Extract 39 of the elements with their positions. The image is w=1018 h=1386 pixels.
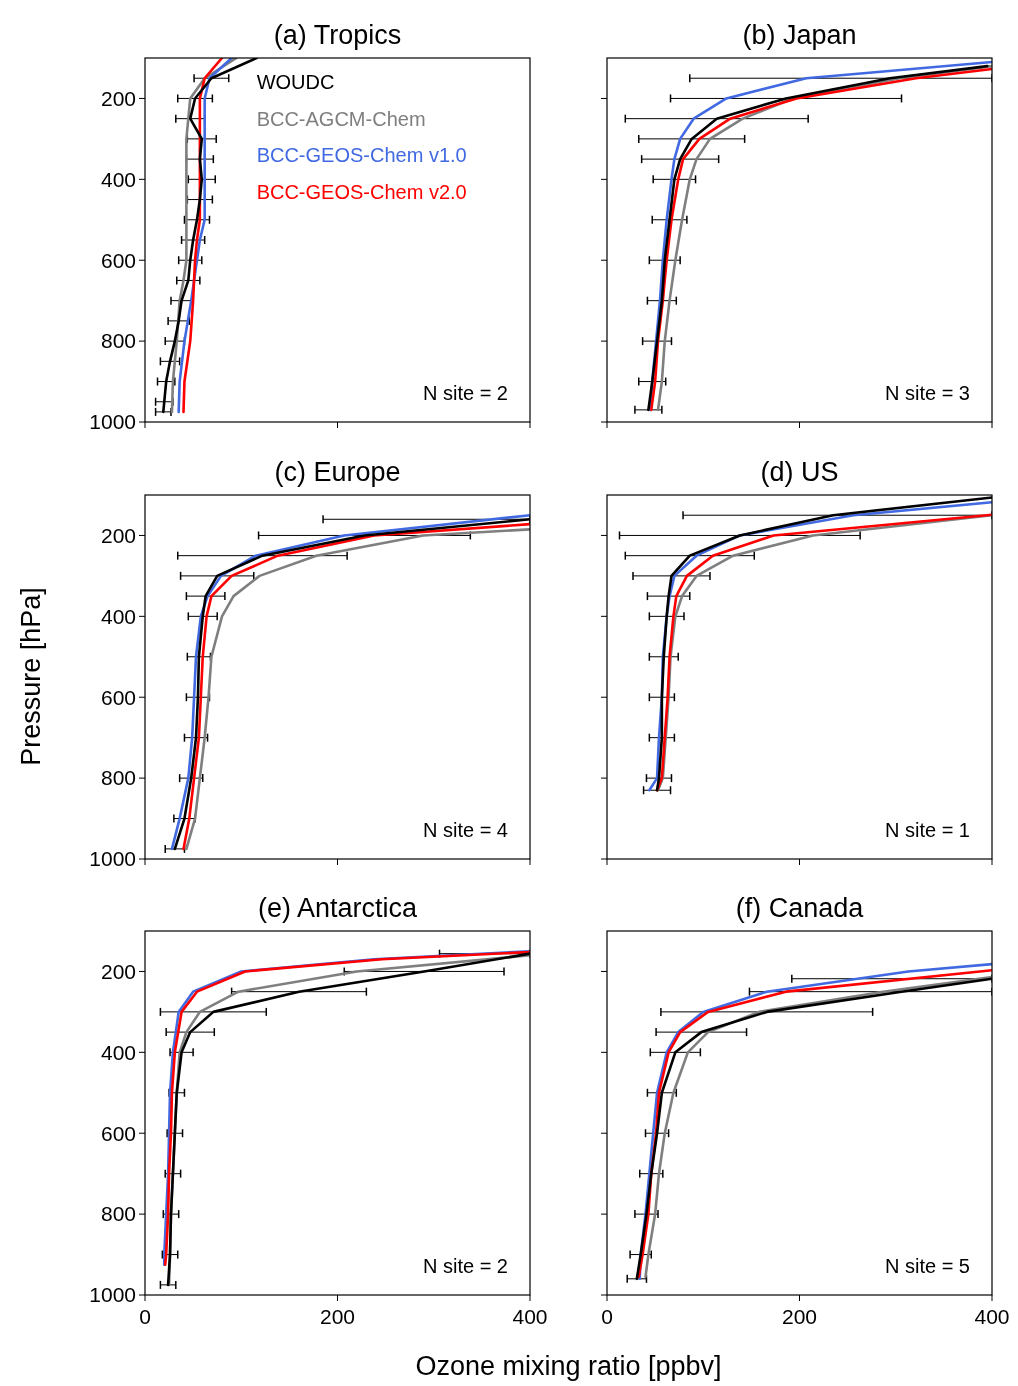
y-tick-label: 1000 bbox=[89, 410, 136, 434]
y-tick-label: 200 bbox=[100, 959, 136, 983]
x-tick-label: 0 bbox=[139, 1305, 151, 1328]
annotation: N site = 2 bbox=[422, 1255, 508, 1277]
text: BCC-GEOS-Chem v2.0 bbox=[256, 180, 467, 203]
chart-title: (b) Japan bbox=[742, 20, 857, 50]
x-tick-label: 400 bbox=[512, 1305, 548, 1328]
chart-title: (e) Antarctica bbox=[257, 893, 419, 923]
annotation: N site = 3 bbox=[884, 382, 970, 404]
y-tick-label: 800 bbox=[100, 329, 136, 353]
chart-title: (f) Canada bbox=[735, 893, 865, 923]
x-tick-label: 200 bbox=[319, 1305, 356, 1328]
y-tick-label: 400 bbox=[100, 167, 136, 191]
chart-title: (d) US bbox=[760, 457, 839, 487]
x-axis-title: Ozone mixing ratio [ppbv] bbox=[415, 1351, 722, 1381]
series-label: WOUDC bbox=[256, 71, 335, 93]
y-tick-label: 200 bbox=[100, 86, 136, 110]
y-axis-title: Pressure [hPa] bbox=[16, 587, 46, 766]
annotation: N site = 5 bbox=[884, 1255, 970, 1277]
x-tick-label: 400 bbox=[974, 1305, 1010, 1328]
y-tick-label: 200 bbox=[100, 523, 136, 547]
text: BCC-GEOS-Chem v1.0 bbox=[256, 144, 467, 166]
annotation: N site = 2 bbox=[422, 382, 508, 404]
y-tick-label: 600 bbox=[100, 685, 136, 709]
annotation: N site = 1 bbox=[884, 819, 970, 841]
x-tick-label: 0 bbox=[601, 1305, 613, 1328]
annotation: N site = 4 bbox=[422, 819, 508, 841]
text: BCC-AGCM-Chem bbox=[256, 107, 426, 130]
chart-title: (a) Tropics bbox=[273, 20, 402, 50]
chart-title: (c) Europe bbox=[274, 457, 401, 487]
y-tick-label: 1000 bbox=[89, 847, 136, 871]
x-tick-label: 200 bbox=[781, 1305, 818, 1328]
y-tick-label: 800 bbox=[100, 766, 136, 790]
y-tick-label: 800 bbox=[100, 1202, 136, 1226]
y-tick-label: 1000 bbox=[89, 1283, 136, 1307]
y-tick-label: 600 bbox=[100, 248, 136, 272]
y-tick-label: 400 bbox=[100, 604, 136, 628]
y-tick-label: 400 bbox=[100, 1040, 136, 1064]
y-tick-label: 600 bbox=[100, 1121, 136, 1145]
